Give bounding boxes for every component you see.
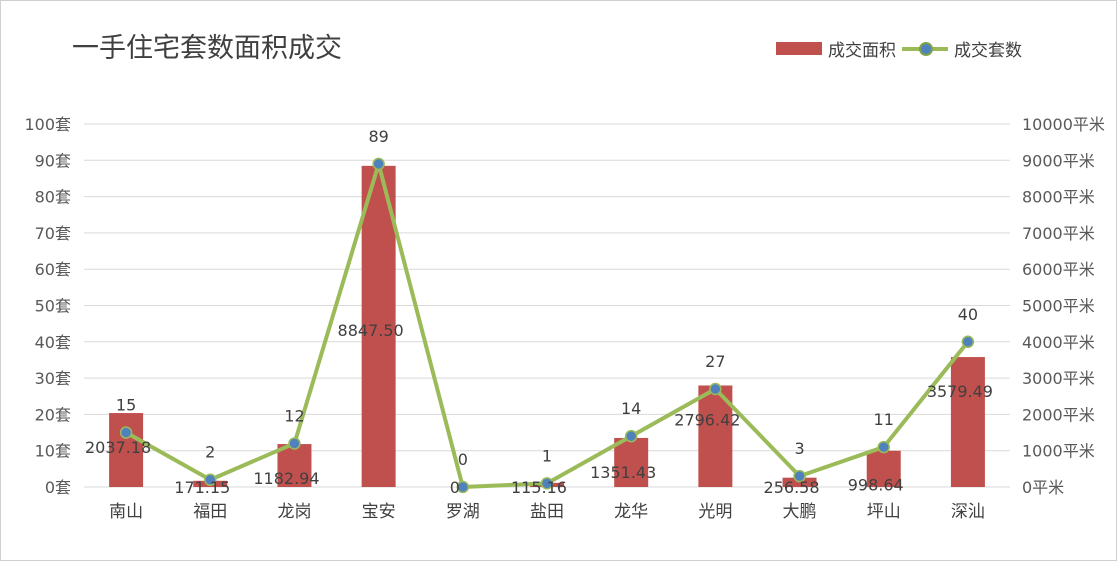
y-right-tick-label: 9000平米	[1022, 151, 1095, 170]
line-data-label: 89	[368, 127, 388, 146]
x-tick-label: 坪山	[867, 502, 901, 522]
bar-data-label: 2037.18	[85, 438, 151, 457]
y-right-tick-label: 10000平米	[1022, 115, 1105, 134]
line-data-label: 27	[705, 352, 725, 371]
bar	[614, 437, 649, 487]
y-right-tick-label: 5000平米	[1022, 297, 1095, 316]
x-tick-label: 宝安	[362, 502, 396, 522]
chart-legend: 成交面积 成交套数	[776, 36, 1028, 61]
y-right-tick-label: 7000平米	[1022, 224, 1095, 243]
line-data-label: 15	[116, 396, 136, 415]
bar-data-label: 3579.49	[927, 382, 993, 401]
legend-line-swatch	[902, 42, 948, 56]
bar-data-label: 115.16	[511, 478, 567, 497]
line-point	[540, 477, 554, 490]
line-point	[961, 335, 975, 349]
y-left-tick-label: 60套	[35, 260, 71, 279]
bar-data-label: 998.64	[848, 476, 904, 495]
line-data-label: 40	[958, 305, 978, 324]
line-point	[624, 429, 638, 443]
y-left-tick-label: 80套	[35, 188, 71, 207]
series-line	[125, 161, 970, 489]
line-data-label: 1	[542, 446, 552, 465]
x-tick-label: 龙华	[614, 502, 648, 522]
x-tick-label: 福田	[193, 502, 227, 522]
line-point	[204, 473, 217, 486]
legend-label-count: 成交套数	[954, 41, 1022, 61]
line-point	[877, 440, 890, 454]
y-left-tick-label: 70套	[35, 224, 71, 243]
line-data-label: 11	[874, 410, 894, 429]
legend-bar-swatch	[776, 42, 822, 55]
legend-item-count: 成交套数	[902, 36, 1022, 61]
bar	[361, 165, 396, 487]
x-tick-label: 光明	[698, 502, 732, 522]
bar	[950, 357, 985, 487]
y-right-tick-label: 1000平米	[1022, 442, 1095, 461]
y-right-tick-label: 4000平米	[1022, 333, 1095, 352]
line-point	[372, 157, 385, 171]
x-tick-label: 南山	[109, 502, 143, 522]
y-left-tick-label: 20套	[35, 405, 71, 424]
line-point	[793, 469, 806, 483]
line-point	[709, 382, 722, 396]
y-left-tick-label: 40套	[35, 333, 71, 352]
bar-data-label: 1182.94	[253, 469, 319, 488]
x-tick-label: 盐田	[530, 502, 564, 522]
y-left-tick-label: 10套	[35, 442, 71, 461]
bar	[109, 413, 144, 487]
legend-label-area: 成交面积	[828, 41, 896, 61]
line-point	[288, 437, 301, 450]
y-left-tick-label: 100套	[24, 115, 71, 134]
y-right-tick-label: 2000平米	[1022, 405, 1095, 424]
x-tick-label: 深汕	[951, 502, 985, 522]
line-data-label: 0	[458, 450, 468, 469]
y-right-tick-label: 3000平米	[1022, 369, 1095, 388]
line-point	[119, 426, 133, 439]
line-data-label: 2	[205, 443, 215, 462]
y-left-tick-label: 30套	[35, 369, 71, 388]
legend-item-area: 成交面积	[776, 36, 896, 61]
line-data-label: 3	[794, 439, 804, 458]
bar-data-label: 171.15	[174, 478, 230, 497]
line-data-label: 14	[621, 399, 641, 418]
bar	[277, 444, 312, 487]
line-point	[456, 480, 470, 494]
y-left-tick-label: 50套	[35, 297, 71, 316]
chart-title: 一手住宅套数面积成交	[72, 33, 342, 64]
bar	[866, 450, 901, 487]
bar-data-label: 256.58	[764, 478, 820, 497]
y-right-tick-label: 8000平米	[1022, 188, 1095, 207]
y-right-tick-label: 6000平米	[1022, 260, 1095, 279]
bar-data-label: 0	[450, 478, 460, 497]
x-tick-label: 罗湖	[446, 502, 480, 522]
y-right-tick-label: 0平米	[1022, 478, 1064, 497]
x-tick-label: 龙岗	[277, 502, 311, 522]
line-data-label: 12	[284, 406, 304, 425]
bar-data-label: 8847.50	[338, 321, 404, 340]
bar-data-label: 1351.43	[590, 463, 656, 482]
y-left-tick-label: 0套	[45, 478, 71, 497]
x-tick-label: 大鹏	[783, 502, 817, 522]
y-left-tick-label: 90套	[35, 151, 71, 170]
bar-data-label: 2796.42	[674, 410, 740, 429]
